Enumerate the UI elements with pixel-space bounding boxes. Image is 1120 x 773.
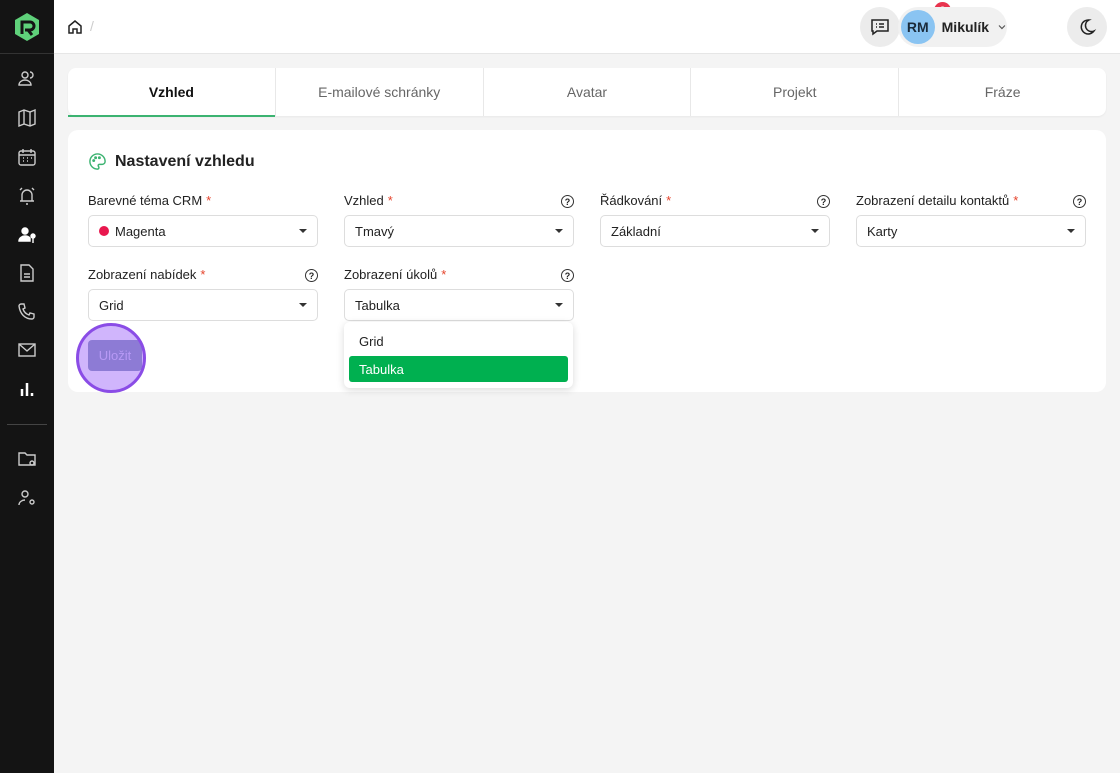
breadcrumb-separator: / (90, 18, 94, 34)
card-title: Nastavení vzhledu (115, 152, 255, 170)
field-row-spacing: Řádkování * ? Základní (600, 190, 830, 247)
caret-down-icon (299, 229, 307, 233)
dark-mode-toggle[interactable] (1067, 7, 1107, 47)
select-value: Tmavý (355, 223, 394, 239)
option-tabulka[interactable]: Tabulka (349, 356, 568, 382)
tasks-view-select[interactable]: Tabulka (344, 289, 574, 321)
offers-view-select[interactable]: Grid (88, 289, 318, 321)
chat-icon (871, 19, 889, 36)
option-grid[interactable]: Grid (359, 333, 384, 349)
user-name: Mikulík (941, 19, 990, 35)
sidebar-folder-settings-icon[interactable] (17, 449, 37, 469)
select-value: Karty (867, 223, 898, 239)
sidebar-chart-icon[interactable] (17, 379, 37, 399)
field-tasks-view: Zobrazení úkolů * ? Tabulka (344, 264, 574, 321)
caret-down-icon (555, 229, 563, 233)
select-value: Grid (99, 297, 124, 313)
messages-button[interactable] (860, 7, 900, 47)
sidebar (0, 0, 54, 773)
tasks-view-dropdown: Grid Tabulka (344, 322, 573, 388)
tab-bar: Vzhled E-mailové schránky Avatar Projekt… (68, 68, 1106, 117)
caret-down-icon (555, 303, 563, 307)
required-mark: * (666, 192, 672, 208)
sidebar-contacts-icon[interactable] (17, 69, 37, 89)
field-color-theme: Barevné téma CRM * Magenta (88, 190, 318, 247)
row-spacing-select[interactable]: Základní (600, 215, 830, 247)
field-label: Zobrazení nabídek (88, 266, 197, 282)
caret-down-icon (299, 303, 307, 307)
chevron-down-icon (998, 25, 1006, 30)
sidebar-mail-icon[interactable] (17, 340, 37, 360)
sidebar-alarm-icon[interactable] (17, 186, 37, 206)
sidebar-user-key-icon[interactable] (17, 225, 37, 245)
tab-avatar[interactable]: Avatar (484, 68, 692, 116)
help-icon[interactable]: ? (1073, 195, 1086, 208)
required-mark: * (206, 192, 212, 208)
field-label: Vzhled (344, 192, 384, 208)
header: / 3 RM Mikulík (54, 0, 1120, 54)
help-icon[interactable]: ? (561, 269, 574, 282)
sidebar-phone-icon[interactable] (17, 302, 37, 322)
caret-down-icon (1067, 229, 1075, 233)
palette-icon (89, 153, 106, 170)
required-mark: * (200, 266, 206, 282)
field-label: Barevné téma CRM (88, 192, 203, 208)
required-mark: * (387, 192, 393, 208)
contact-detail-select[interactable]: Karty (856, 215, 1086, 247)
caret-down-icon (811, 229, 819, 233)
field-contact-detail: Zobrazení detailu kontaktů * ? Karty (856, 190, 1086, 247)
sidebar-user-settings-icon[interactable] (17, 488, 37, 508)
field-offers-view: Zobrazení nabídek * ? Grid (88, 264, 318, 321)
help-icon[interactable]: ? (305, 269, 318, 282)
moon-icon (1080, 19, 1097, 35)
avatar: RM (901, 10, 935, 44)
logo-icon[interactable] (13, 12, 41, 42)
save-button[interactable]: Uložit (88, 340, 142, 371)
help-icon[interactable]: ? (817, 195, 830, 208)
field-label: Řádkování (600, 192, 663, 208)
sidebar-calendar-icon[interactable] (17, 147, 37, 167)
select-value: Magenta (115, 223, 166, 239)
select-value: Základní (611, 223, 661, 239)
tab-vzhled[interactable]: Vzhled (68, 68, 276, 117)
color-theme-select[interactable]: Magenta (88, 215, 318, 247)
tab-emailove-schranky[interactable]: E-mailové schránky (276, 68, 484, 116)
field-label: Zobrazení detailu kontaktů (856, 192, 1010, 208)
tab-projekt[interactable]: Projekt (691, 68, 900, 116)
field-appearance: Vzhled * ? Tmavý (344, 190, 574, 247)
field-label: Zobrazení úkolů (344, 266, 438, 282)
sidebar-map-icon[interactable] (17, 108, 37, 128)
tab-fraze[interactable]: Fráze (984, 84, 1021, 100)
required-mark: * (1013, 192, 1019, 208)
help-icon[interactable]: ? (561, 195, 574, 208)
user-menu[interactable]: RM Mikulík (898, 7, 1007, 47)
home-icon[interactable] (67, 19, 83, 35)
color-dot (99, 226, 109, 236)
sidebar-document-icon[interactable] (17, 263, 37, 283)
appearance-settings-card: Nastavení vzhledu Barevné téma CRM * Mage… (68, 130, 1106, 392)
select-value: Tabulka (355, 297, 400, 313)
required-mark: * (441, 266, 447, 282)
appearance-select[interactable]: Tmavý (344, 215, 574, 247)
